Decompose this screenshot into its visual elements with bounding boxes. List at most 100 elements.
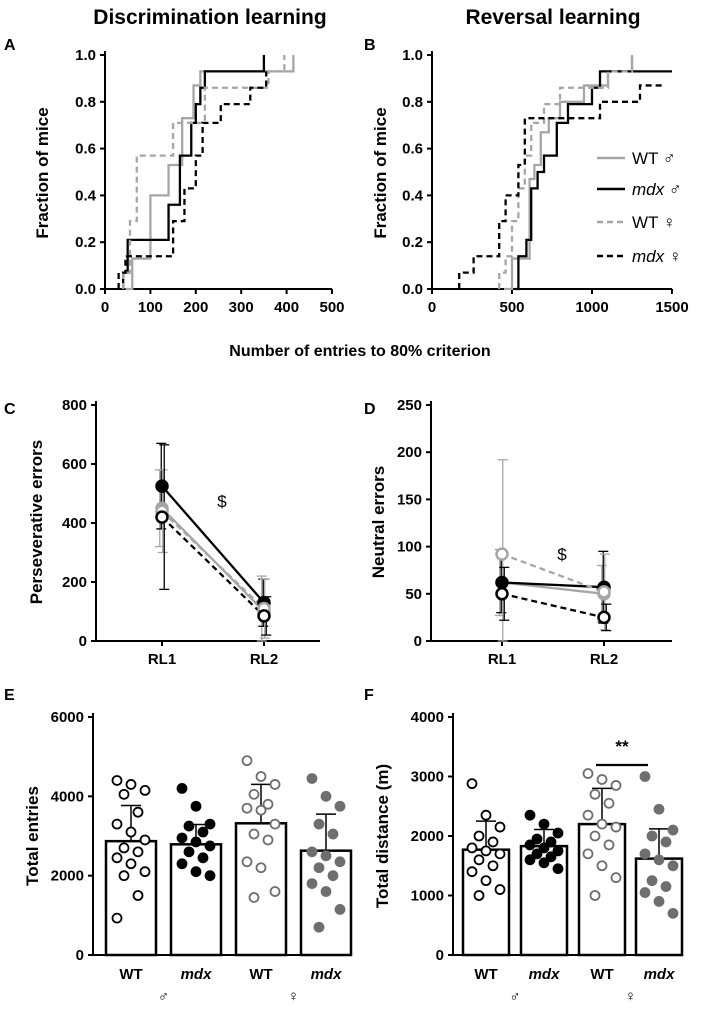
x-tick-label-f: mdx bbox=[529, 966, 561, 983]
scatter-point-f bbox=[653, 803, 665, 815]
scatter-point-f bbox=[639, 771, 651, 782]
scatter-point-e bbox=[327, 870, 339, 882]
x-tick-label-b: 0 bbox=[428, 299, 436, 316]
x-tick-label-c: RL2 bbox=[250, 651, 278, 668]
y-tick-label-b: 0.2 bbox=[402, 234, 423, 251]
y-axis-label-c: Perseverative errors bbox=[27, 440, 46, 604]
y-tick-label-b: 0.4 bbox=[402, 187, 424, 204]
x-tick-label-a: 300 bbox=[229, 299, 254, 316]
x-tick-label-f: mdx bbox=[644, 966, 676, 983]
significance-marker-f: ** bbox=[615, 737, 629, 756]
sex-label-female-e: ♀ bbox=[288, 988, 299, 1005]
y-tick-label-a: 0.2 bbox=[75, 234, 96, 251]
scatter-point-f bbox=[538, 857, 550, 869]
data-point-c bbox=[155, 479, 169, 493]
scatter-point-e bbox=[313, 818, 325, 830]
scatter-point-e bbox=[139, 784, 151, 796]
x-tick-label-e: WT bbox=[249, 966, 272, 983]
series-line-c-4 bbox=[161, 516, 265, 617]
y-tick-label-d: 100 bbox=[397, 539, 422, 556]
scatter-point-f bbox=[660, 881, 672, 892]
scatter-point-e bbox=[269, 886, 281, 897]
scatter-point-e bbox=[125, 779, 137, 790]
scatter-point-f bbox=[667, 824, 679, 836]
panel-label-c: C bbox=[4, 401, 16, 418]
x-tick-label-c: RL1 bbox=[148, 651, 176, 668]
scatter-point-f bbox=[552, 827, 564, 839]
step-line-b-3 bbox=[498, 55, 634, 289]
scatter-point-f bbox=[538, 818, 550, 830]
scatter-point-f bbox=[646, 830, 658, 842]
bar-f bbox=[461, 848, 511, 957]
data-point-d bbox=[495, 587, 509, 601]
annotation-dollar-c: $ bbox=[217, 492, 227, 511]
scatter-point-f bbox=[582, 809, 594, 821]
y-tick-label-a: 0.8 bbox=[75, 94, 96, 111]
scatter-point-f bbox=[494, 821, 506, 833]
y-tick-label-e: 4000 bbox=[51, 788, 84, 805]
legend: WT ♂ mdx ♂ WT ♀ mdx ♀ bbox=[597, 149, 682, 266]
scatter-point-e bbox=[241, 856, 253, 868]
scatter-point-e bbox=[306, 846, 318, 858]
scatter-point-f bbox=[473, 890, 485, 901]
scatter-point-e bbox=[334, 800, 346, 812]
scatter-point-e bbox=[125, 858, 137, 870]
legend-label-mdx-male: mdx ♂ bbox=[632, 180, 682, 199]
x-tick-label-a: 500 bbox=[319, 299, 344, 316]
scatter-point-f bbox=[480, 809, 492, 821]
y-tick-label-b: 1.0 bbox=[402, 47, 423, 64]
scatter-point-e bbox=[241, 755, 253, 767]
scatter-point-f bbox=[653, 896, 665, 907]
scatter-point-f bbox=[473, 830, 485, 842]
scatter-point-e bbox=[255, 771, 267, 782]
scatter-point-e bbox=[269, 779, 281, 790]
scatter-point-e bbox=[262, 798, 274, 810]
step-line-a-3 bbox=[122, 55, 286, 289]
sex-label-male-f: ♂ bbox=[509, 988, 520, 1005]
y-tick-label-a: 0.6 bbox=[75, 141, 96, 158]
y-tick-label-a: 0.0 bbox=[75, 281, 96, 298]
scatter-point-f bbox=[524, 809, 536, 821]
scatter-point-e bbox=[176, 858, 188, 870]
scatter-point-f bbox=[589, 830, 601, 842]
scatter-point-e bbox=[313, 921, 325, 933]
y-tick-label-c: 600 bbox=[62, 456, 87, 473]
scatter-point-f bbox=[531, 833, 543, 845]
scatter-point-f bbox=[589, 788, 601, 800]
y-tick-label-d: 150 bbox=[397, 491, 422, 508]
y-tick-label-f: 4000 bbox=[411, 709, 444, 726]
y-tick-label-f: 0 bbox=[436, 947, 444, 964]
header-discrimination: Discrimination learning bbox=[93, 6, 326, 29]
x-tick-label-a: 400 bbox=[274, 299, 299, 316]
scatter-point-f bbox=[494, 848, 506, 860]
x-tick-label-a: 100 bbox=[138, 299, 163, 316]
y-tick-label-f: 3000 bbox=[411, 769, 444, 786]
panel-label-a: A bbox=[4, 37, 16, 54]
panel-label-b: B bbox=[364, 37, 376, 54]
step-line-a-4 bbox=[117, 71, 268, 289]
scatter-point-f bbox=[538, 842, 550, 854]
scatter-point-f bbox=[466, 866, 478, 878]
scatter-point-e bbox=[241, 802, 253, 814]
scatter-point-e bbox=[255, 804, 267, 816]
scatter-point-f bbox=[494, 884, 506, 895]
scatter-point-f bbox=[473, 854, 485, 866]
y-tick-label-d: 0 bbox=[414, 633, 422, 650]
scatter-point-e bbox=[139, 866, 151, 878]
scatter-point-f bbox=[589, 890, 601, 901]
scatter-point-e bbox=[248, 828, 260, 840]
scatter-point-e bbox=[306, 773, 318, 784]
data-point-d bbox=[597, 585, 611, 599]
y-axis-label-a: Fraction of mice bbox=[33, 107, 52, 238]
scatter-point-f bbox=[610, 872, 622, 884]
scatter-point-f bbox=[545, 851, 557, 863]
scatter-point-f bbox=[596, 774, 608, 785]
scatter-point-f bbox=[582, 848, 594, 860]
scatter-point-f bbox=[466, 842, 478, 854]
x-tick-label-e: mdx bbox=[311, 966, 343, 983]
scatter-point-e bbox=[190, 866, 202, 878]
scatter-point-f bbox=[545, 836, 557, 848]
scatter-point-e bbox=[320, 850, 332, 862]
y-tick-label-d: 50 bbox=[405, 586, 422, 603]
